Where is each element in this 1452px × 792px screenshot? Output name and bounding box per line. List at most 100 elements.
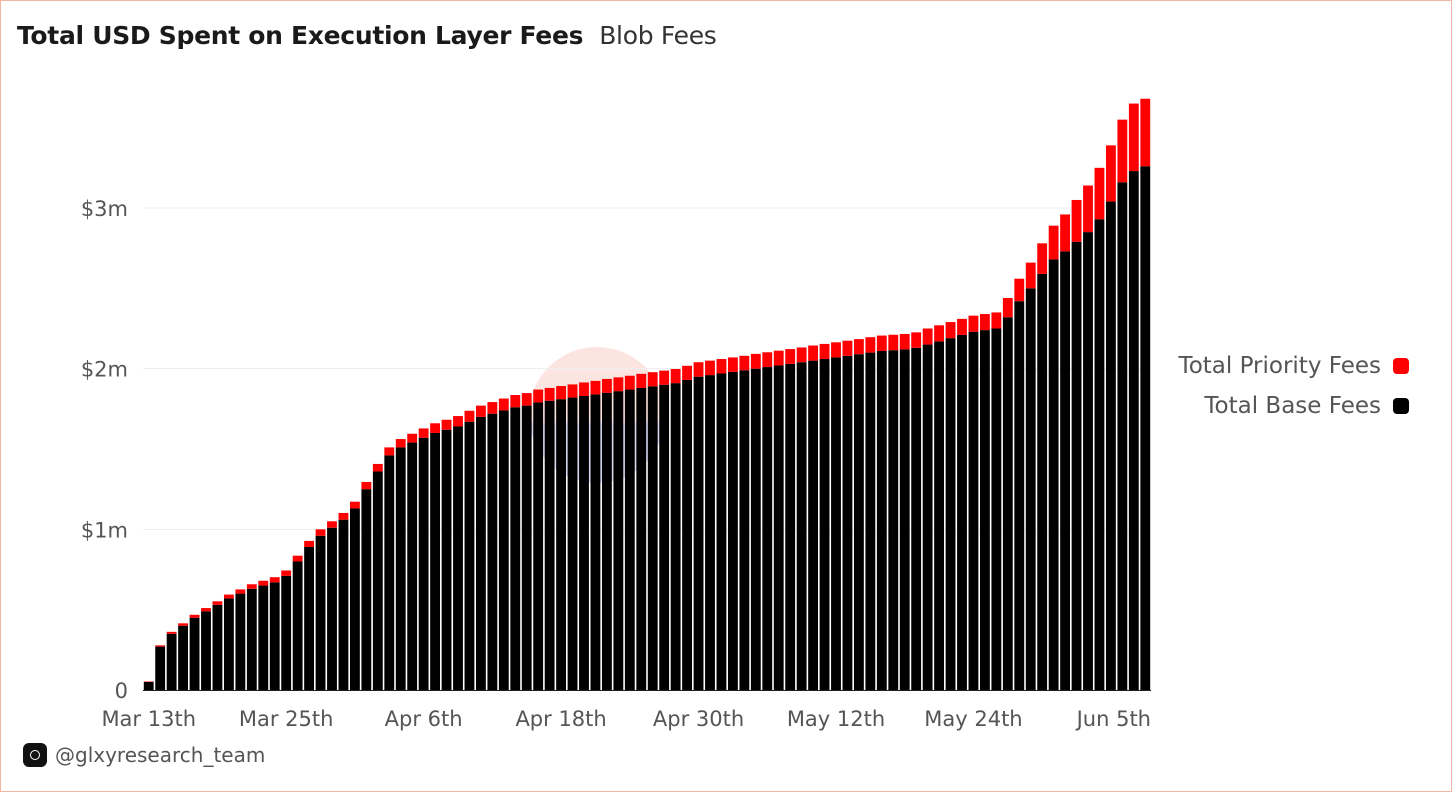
bar-base-fees[interactable] <box>991 328 1002 691</box>
bar-priority-fees[interactable] <box>281 570 292 576</box>
bar-priority-fees[interactable] <box>441 419 452 430</box>
bar-priority-fees[interactable] <box>498 398 509 411</box>
bar-base-fees[interactable] <box>1037 273 1048 690</box>
bar-priority-fees[interactable] <box>189 614 200 618</box>
bar-priority-fees[interactable] <box>269 577 280 583</box>
bar-priority-fees[interactable] <box>1140 98 1151 167</box>
bar-priority-fees[interactable] <box>911 332 922 348</box>
bar-priority-fees[interactable] <box>395 439 406 448</box>
bar-priority-fees[interactable] <box>338 512 349 520</box>
bar-priority-fees[interactable] <box>533 389 544 403</box>
bar-priority-fees[interactable] <box>155 645 166 647</box>
bar-base-fees[interactable] <box>647 386 658 690</box>
bar-base-fees[interactable] <box>934 341 945 690</box>
bar-base-fees[interactable] <box>590 394 601 690</box>
bar-base-fees[interactable] <box>269 582 280 690</box>
footer-handle[interactable]: @glxyresearch_team <box>55 743 266 767</box>
bar-base-fees[interactable] <box>624 389 635 690</box>
bar-priority-fees[interactable] <box>361 481 372 490</box>
bar-base-fees[interactable] <box>487 413 498 690</box>
bar-base-fees[interactable] <box>579 395 589 690</box>
bar-priority-fees[interactable] <box>991 312 1002 329</box>
bar-base-fees[interactable] <box>212 604 223 690</box>
bar-base-fees[interactable] <box>888 350 899 690</box>
bar-priority-fees[interactable] <box>304 540 315 548</box>
bar-priority-fees[interactable] <box>682 365 693 380</box>
bar-base-fees[interactable] <box>945 338 956 690</box>
bar-priority-fees[interactable] <box>292 555 303 562</box>
bar-base-fees[interactable] <box>636 387 647 690</box>
bar-base-fees[interactable] <box>705 375 715 690</box>
bar-priority-fees[interactable] <box>1083 185 1093 233</box>
bar-priority-fees[interactable] <box>842 340 853 356</box>
bar-priority-fees[interactable] <box>201 608 211 612</box>
bar-base-fees[interactable] <box>1128 171 1139 691</box>
bar-base-fees[interactable] <box>1083 232 1093 690</box>
bar-priority-fees[interactable] <box>246 584 257 589</box>
bar-base-fees[interactable] <box>567 397 578 690</box>
bar-base-fees[interactable] <box>292 561 303 690</box>
bar-base-fees[interactable] <box>441 429 452 690</box>
bar-priority-fees[interactable] <box>579 382 589 396</box>
bar-base-fees[interactable] <box>453 426 463 690</box>
bar-base-fees[interactable] <box>143 681 154 690</box>
bar-priority-fees[interactable] <box>544 387 555 401</box>
bar-priority-fees[interactable] <box>349 501 360 509</box>
bar-base-fees[interactable] <box>223 598 234 690</box>
bar-priority-fees[interactable] <box>934 325 945 342</box>
bar-priority-fees[interactable] <box>831 342 841 358</box>
bar-base-fees[interactable] <box>808 360 819 690</box>
bar-base-fees[interactable] <box>979 330 990 690</box>
bar-base-fees[interactable] <box>865 352 876 690</box>
bar-priority-fees[interactable] <box>865 337 876 353</box>
bar-base-fees[interactable] <box>395 447 406 690</box>
bar-base-fees[interactable] <box>544 400 555 690</box>
bar-base-fees[interactable] <box>1002 317 1013 690</box>
bar-base-fees[interactable] <box>246 588 257 690</box>
bar-priority-fees[interactable] <box>819 343 830 360</box>
bar-priority-fees[interactable] <box>773 350 784 366</box>
bar-base-fees[interactable] <box>418 437 429 690</box>
bar-base-fees[interactable] <box>911 347 922 690</box>
bar-priority-fees[interactable] <box>705 360 715 376</box>
bar-base-fees[interactable] <box>922 344 933 690</box>
bar-priority-fees[interactable] <box>464 410 475 422</box>
bar-priority-fees[interactable] <box>178 623 189 626</box>
bar-priority-fees[interactable] <box>567 384 578 398</box>
bar-priority-fees[interactable] <box>407 433 418 443</box>
bar-base-fees[interactable] <box>235 593 246 690</box>
bar-priority-fees[interactable] <box>624 375 635 390</box>
bar-base-fees[interactable] <box>853 354 864 690</box>
bar-base-fees[interactable] <box>670 383 681 690</box>
bar-priority-fees[interactable] <box>647 372 658 387</box>
bar-priority-fees[interactable] <box>693 362 704 377</box>
bar-priority-fees[interactable] <box>1025 262 1036 289</box>
bar-priority-fees[interactable] <box>716 359 727 374</box>
bar-priority-fees[interactable] <box>762 352 773 368</box>
bar-priority-fees[interactable] <box>475 405 486 417</box>
bar-base-fees[interactable] <box>682 379 693 690</box>
bar-base-fees[interactable] <box>201 611 211 690</box>
bar-base-fees[interactable] <box>739 370 750 690</box>
bar-base-fees[interactable] <box>258 585 269 690</box>
bar-priority-fees[interactable] <box>613 377 624 392</box>
bar-base-fees[interactable] <box>1048 259 1059 690</box>
bar-base-fees[interactable] <box>1025 288 1036 690</box>
bar-base-fees[interactable] <box>1071 241 1082 691</box>
bar-base-fees[interactable] <box>315 535 326 690</box>
bar-base-fees[interactable] <box>1060 251 1071 690</box>
bar-priority-fees[interactable] <box>315 529 326 536</box>
bar-base-fees[interactable] <box>601 392 612 690</box>
bar-base-fees[interactable] <box>407 442 418 690</box>
bar-base-fees[interactable] <box>475 416 486 690</box>
bar-base-fees[interactable] <box>773 365 784 690</box>
bar-priority-fees[interactable] <box>1117 119 1128 183</box>
bar-priority-fees[interactable] <box>223 594 234 599</box>
bar-priority-fees[interactable] <box>235 589 246 594</box>
bar-priority-fees[interactable] <box>808 345 819 361</box>
bar-base-fees[interactable] <box>372 471 383 690</box>
bar-priority-fees[interactable] <box>1002 297 1013 318</box>
bar-base-fees[interactable] <box>189 617 200 690</box>
bar-base-fees[interactable] <box>1140 166 1151 691</box>
bar-base-fees[interactable] <box>968 331 979 690</box>
